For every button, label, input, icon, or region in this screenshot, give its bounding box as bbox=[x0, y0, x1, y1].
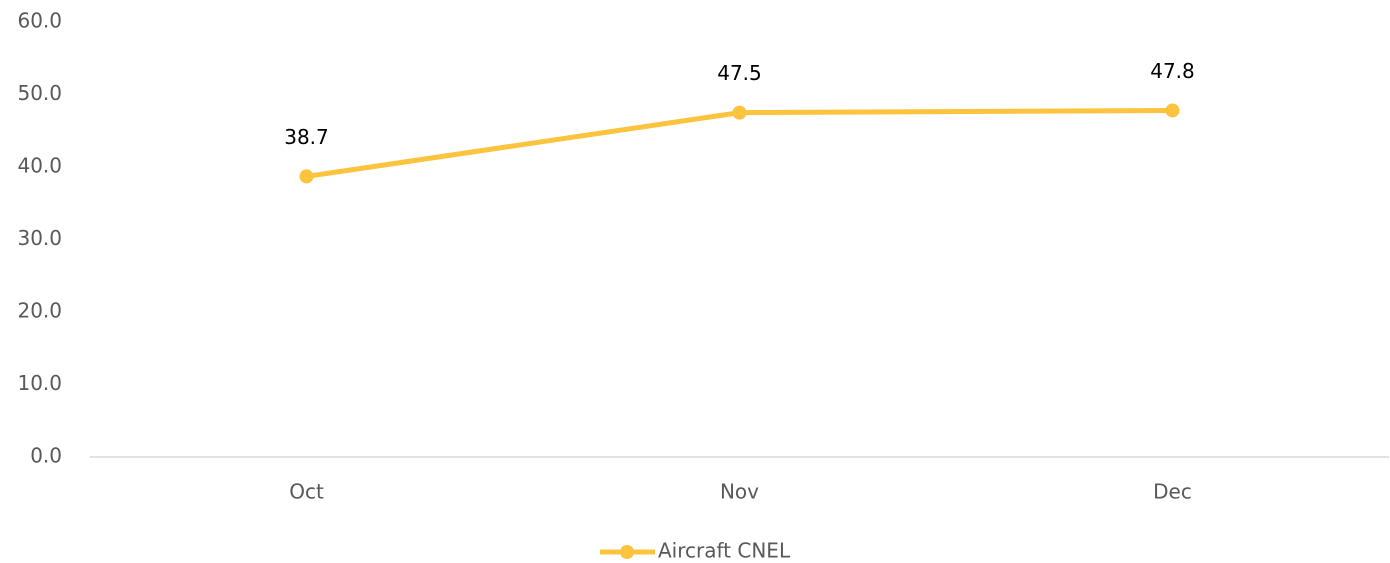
data-point bbox=[299, 169, 314, 184]
series-line bbox=[306, 107, 1173, 179]
data-point bbox=[1165, 103, 1180, 118]
data-label: 47.8 bbox=[1150, 59, 1195, 83]
data-point bbox=[732, 105, 747, 120]
legend-marker bbox=[620, 545, 634, 559]
y-tick-label: 10.0 bbox=[17, 371, 62, 395]
legend-label: Aircraft CNEL bbox=[658, 539, 791, 563]
data-label: 38.7 bbox=[284, 125, 329, 149]
y-tick-label: 50.0 bbox=[17, 81, 62, 105]
y-tick-label: 60.0 bbox=[17, 9, 62, 33]
data-label: 47.5 bbox=[717, 61, 762, 85]
y-tick-label: 0.0 bbox=[30, 444, 62, 468]
x-tick-label: Dec bbox=[1153, 480, 1192, 504]
x-tick-label: Nov bbox=[720, 480, 759, 504]
y-tick-label: 20.0 bbox=[17, 299, 62, 323]
y-tick-label: 40.0 bbox=[17, 154, 62, 178]
y-tick-label: 30.0 bbox=[17, 226, 62, 250]
x-tick-label: Oct bbox=[289, 480, 324, 504]
